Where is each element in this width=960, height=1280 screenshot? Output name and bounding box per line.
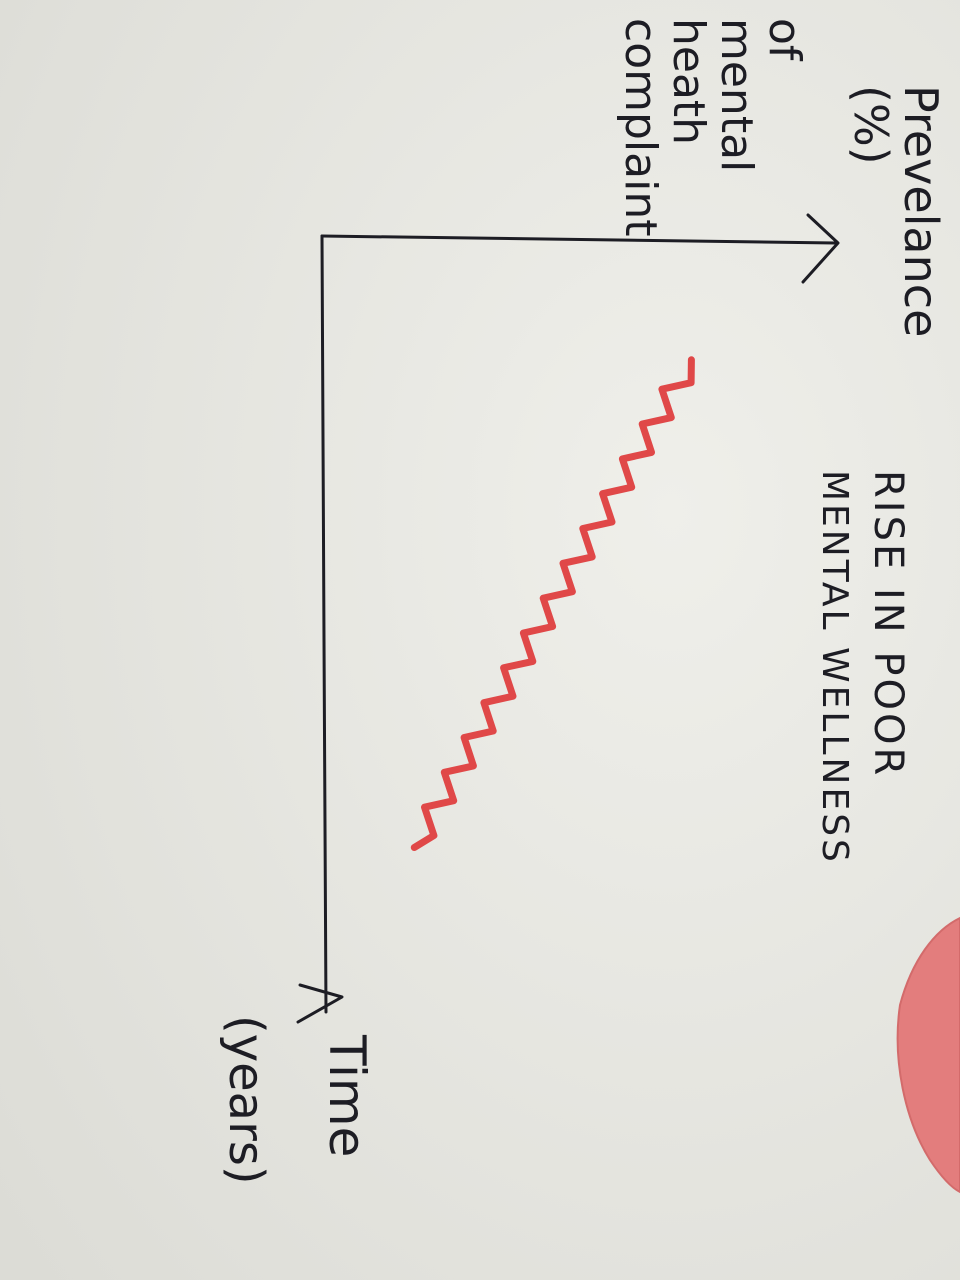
annotation: RISE IN POOR MENTAL WELLNESS <box>814 470 911 865</box>
y-axis-label: Prevelance (%) <box>844 85 948 337</box>
y-label-line-5: heath <box>663 18 714 145</box>
annotation-line-2: MENTAL WELLNESS <box>814 470 855 865</box>
y-label-line-1: Prevelance <box>894 85 948 337</box>
x-axis <box>320 234 328 1014</box>
x-axis-label: Time <box>318 1034 376 1157</box>
y-label-line-4: mental <box>711 18 762 172</box>
x-axis-label-continued: (years) <box>218 1015 274 1185</box>
y-label-line-2: (%) <box>844 85 898 165</box>
annotation-line-1: RISE IN POOR <box>865 470 911 778</box>
y-axis <box>320 234 837 245</box>
x-axis-arrow <box>296 983 344 1024</box>
y-axis-label-continued: of mental heath complaint <box>615 18 810 236</box>
y-label-line-3: of <box>759 18 810 62</box>
series-line-rise <box>410 356 695 851</box>
y-axis-arrow <box>801 213 840 284</box>
x-label-line-2: (years) <box>218 1015 274 1185</box>
red-blob-decoration <box>896 916 960 1194</box>
axes <box>296 213 840 1024</box>
x-label-line-1: Time <box>318 1034 376 1157</box>
y-label-line-6: complaint <box>615 18 666 236</box>
